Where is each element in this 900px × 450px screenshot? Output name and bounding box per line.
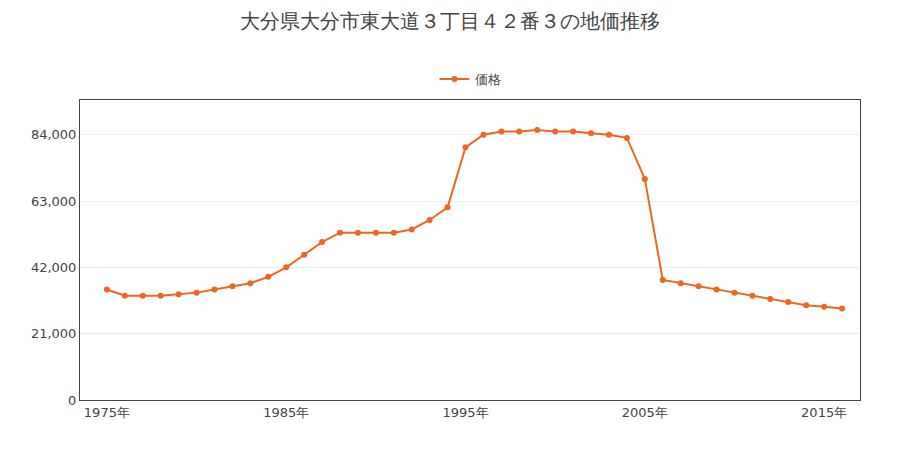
svg-text:1975年: 1975年 [84,405,130,420]
svg-text:63,000: 63,000 [31,194,77,209]
svg-text:1995年: 1995年 [442,405,488,420]
svg-text:2015年: 2015年 [801,405,847,420]
svg-text:1985年: 1985年 [263,405,309,420]
svg-text:0: 0 [68,393,76,408]
svg-text:21,000: 21,000 [31,326,77,341]
svg-text:大分県大分市東大道３丁目４２番３の地価推移: 大分県大分市東大道３丁目４２番３の地価推移 [240,9,660,33]
svg-text:価格: 価格 [475,72,501,87]
svg-text:84,000: 84,000 [31,127,77,142]
svg-text:2005年: 2005年 [622,405,668,420]
svg-text:42,000: 42,000 [31,260,77,275]
